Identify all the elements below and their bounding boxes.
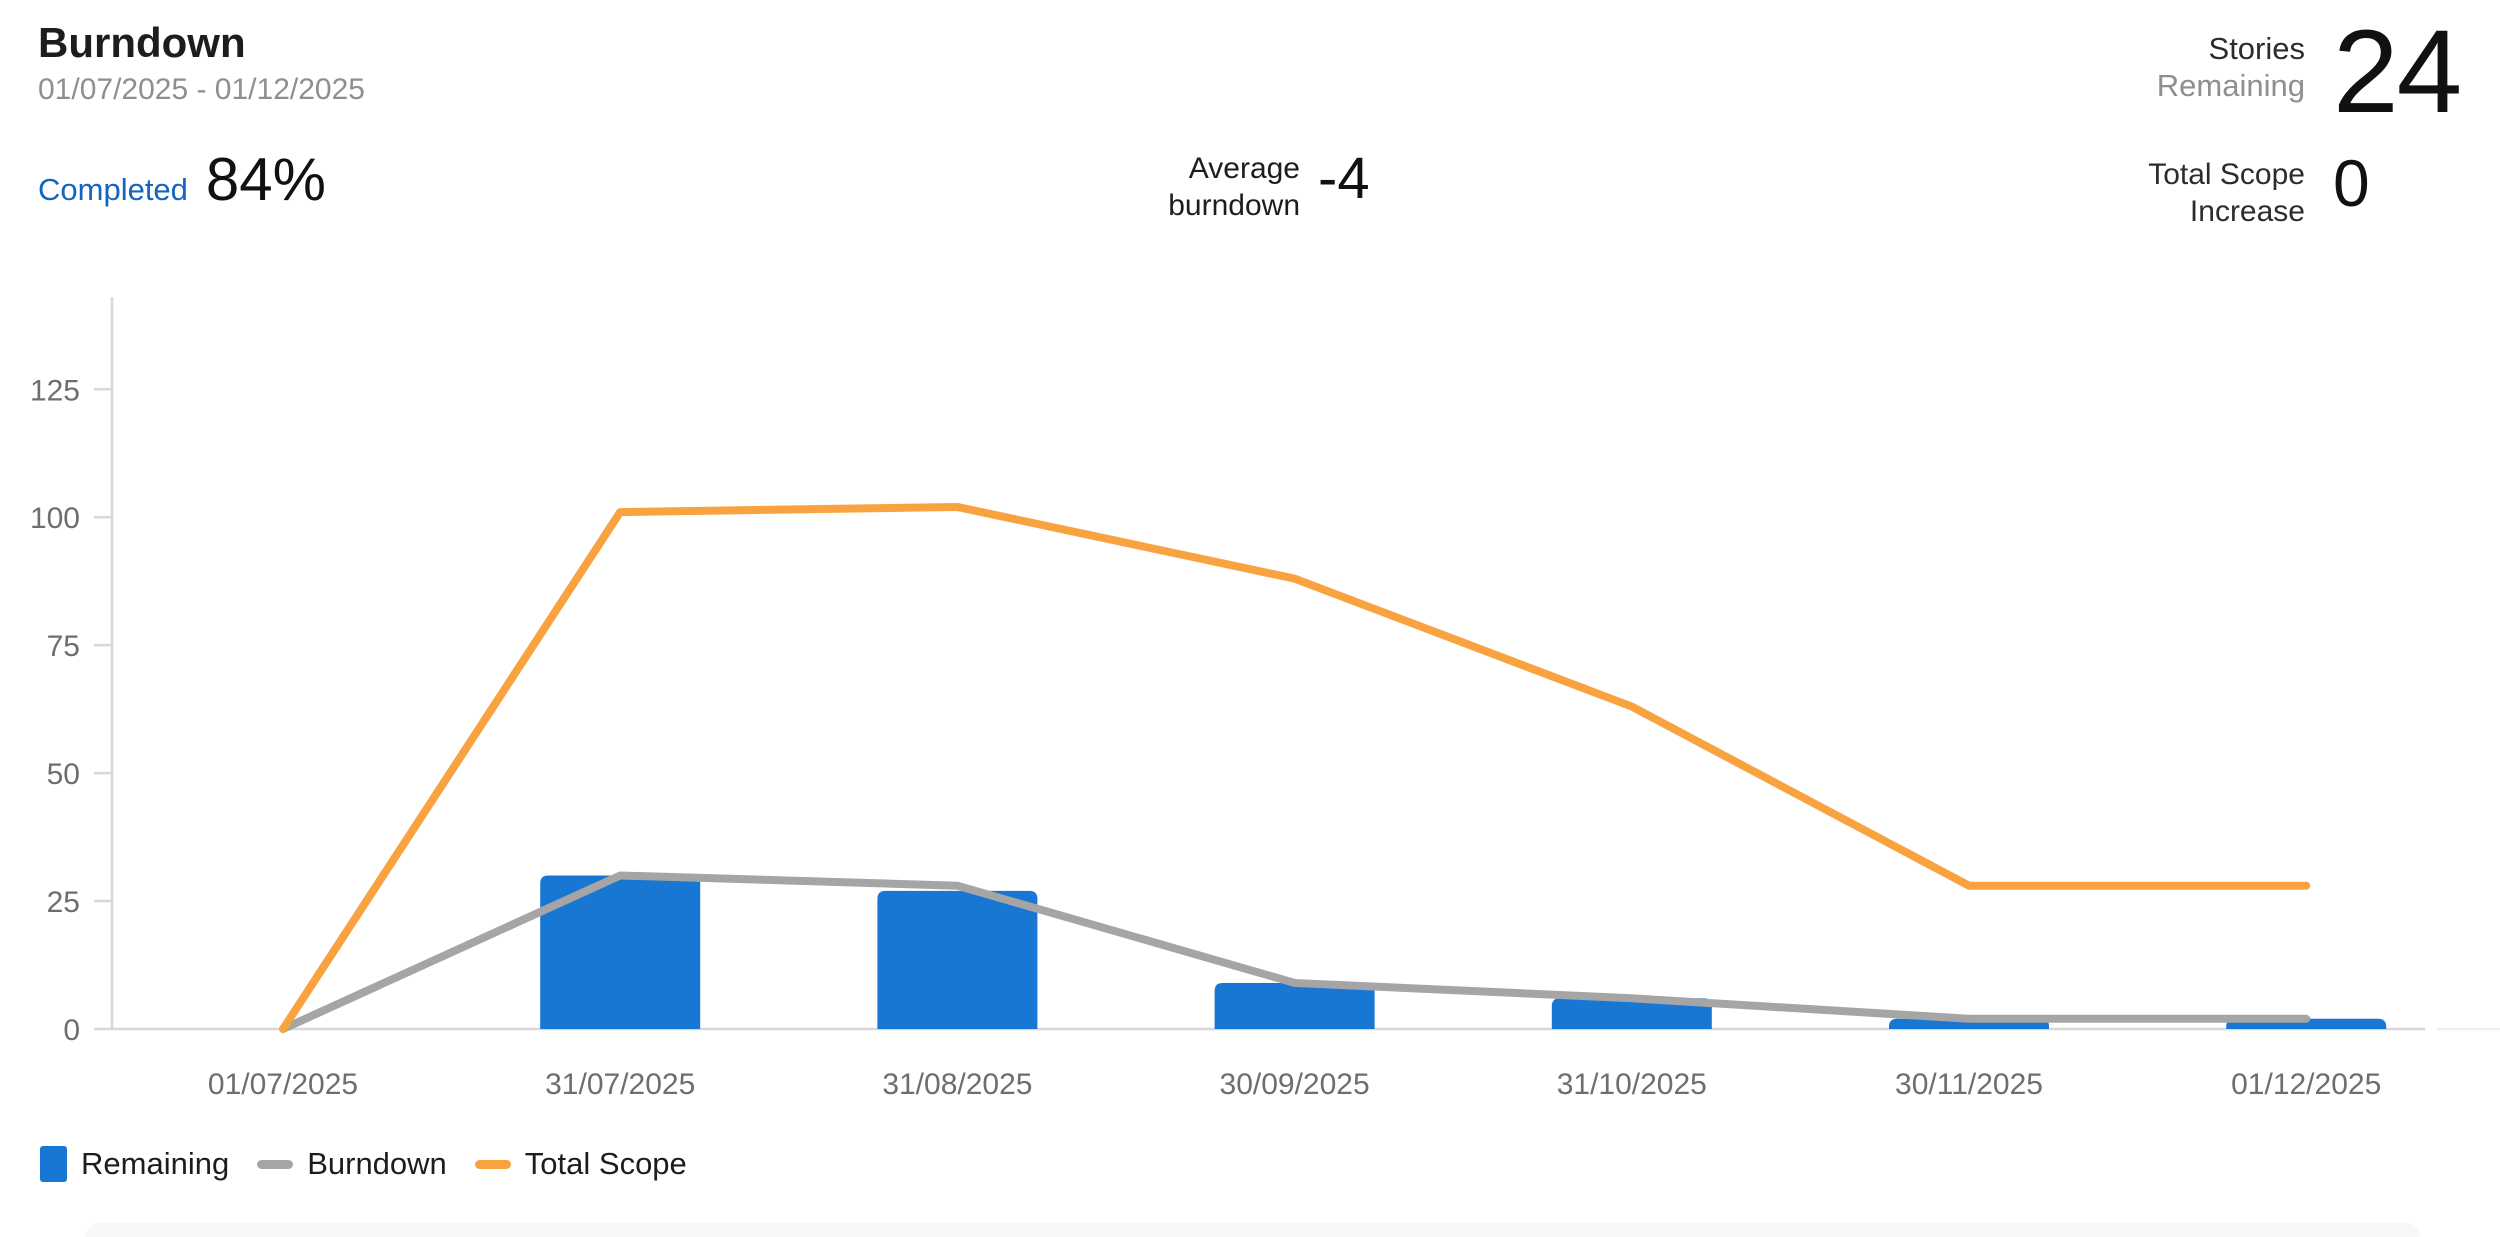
title-block: Burndown 01/07/2025 - 01/12/2025: [38, 19, 365, 108]
stories-remaining-label-line2: Remaining: [2156, 68, 2305, 103]
stories-remaining-value: 24: [2333, 6, 2462, 138]
y-tick-label: 75: [47, 630, 80, 663]
x-tick-label: 01/12/2025: [2231, 1068, 2381, 1101]
legend-item-burndown: Burndown: [257, 1146, 447, 1182]
x-tick-label: 30/09/2025: [1220, 1068, 1370, 1101]
y-tick-label: 100: [30, 502, 80, 535]
remaining-bar: [877, 890, 1038, 1029]
x-tick-label: 31/08/2025: [882, 1068, 1032, 1101]
average-burndown-value: -4: [1318, 146, 1370, 211]
total-scope-swatch-icon: [474, 1159, 511, 1169]
completed-label: Completed: [38, 172, 188, 207]
legend-label-burndown: Burndown: [307, 1146, 447, 1181]
total-scope-increase-stat: Total Scope Increase 0: [2100, 146, 2370, 230]
average-burndown-label-line1: Average: [1188, 152, 1300, 185]
total-scope-increase-value: 0: [2333, 146, 2370, 220]
total-scope-increase-label: Total Scope Increase: [2100, 152, 2305, 230]
y-tick-label: 125: [30, 374, 80, 407]
x-tick-label: 01/07/2025: [208, 1068, 358, 1101]
average-burndown-stat: Average burndown -4: [1040, 146, 1370, 224]
x-tick-label: 31/10/2025: [1557, 1068, 1707, 1101]
total-scope-line: [279, 502, 2311, 1033]
date-range: 01/07/2025 - 01/12/2025: [38, 73, 365, 107]
average-burndown-label-line2: burndown: [1168, 189, 1300, 222]
legend-item-total-scope: Total Scope: [474, 1146, 687, 1182]
total-scope-increase-label-line1: Total Scope: [2148, 158, 2305, 191]
bottom-panel-edge: [85, 1223, 2420, 1237]
burndown-swatch-icon: [257, 1159, 294, 1169]
burndown-line: [279, 871, 2311, 1033]
y-tick-label: 50: [47, 758, 80, 791]
x-tick-label: 31/07/2025: [545, 1068, 695, 1101]
page-title: Burndown: [38, 19, 246, 66]
total-scope-increase-label-line2: Increase: [2189, 195, 2305, 228]
completed-value: 84%: [205, 146, 327, 213]
stories-remaining-label: Stories Remaining: [2100, 18, 2305, 104]
average-burndown-label: Average burndown: [1040, 150, 1300, 224]
legend-item-remaining: Remaining: [40, 1146, 229, 1182]
legend-label-total-scope: Total Scope: [524, 1146, 687, 1181]
remaining-bar: [540, 875, 701, 1029]
remaining-swatch-icon: [40, 1146, 67, 1182]
remaining-bar: [1551, 998, 1712, 1029]
remaining-bar: [1214, 982, 1375, 1029]
legend-label-remaining: Remaining: [81, 1146, 230, 1181]
stories-remaining-label-line1: Stories: [2208, 31, 2305, 66]
y-tick-label: 0: [63, 1014, 80, 1047]
stories-remaining-stat: Stories Remaining 24: [2100, 6, 2462, 138]
completed-stat: Completed 84%: [38, 150, 326, 210]
y-tick-label: 25: [47, 886, 80, 919]
chart-legend: Remaining Burndown Total Scope: [40, 1146, 687, 1182]
x-tick-label: 30/11/2025: [1895, 1068, 2043, 1101]
